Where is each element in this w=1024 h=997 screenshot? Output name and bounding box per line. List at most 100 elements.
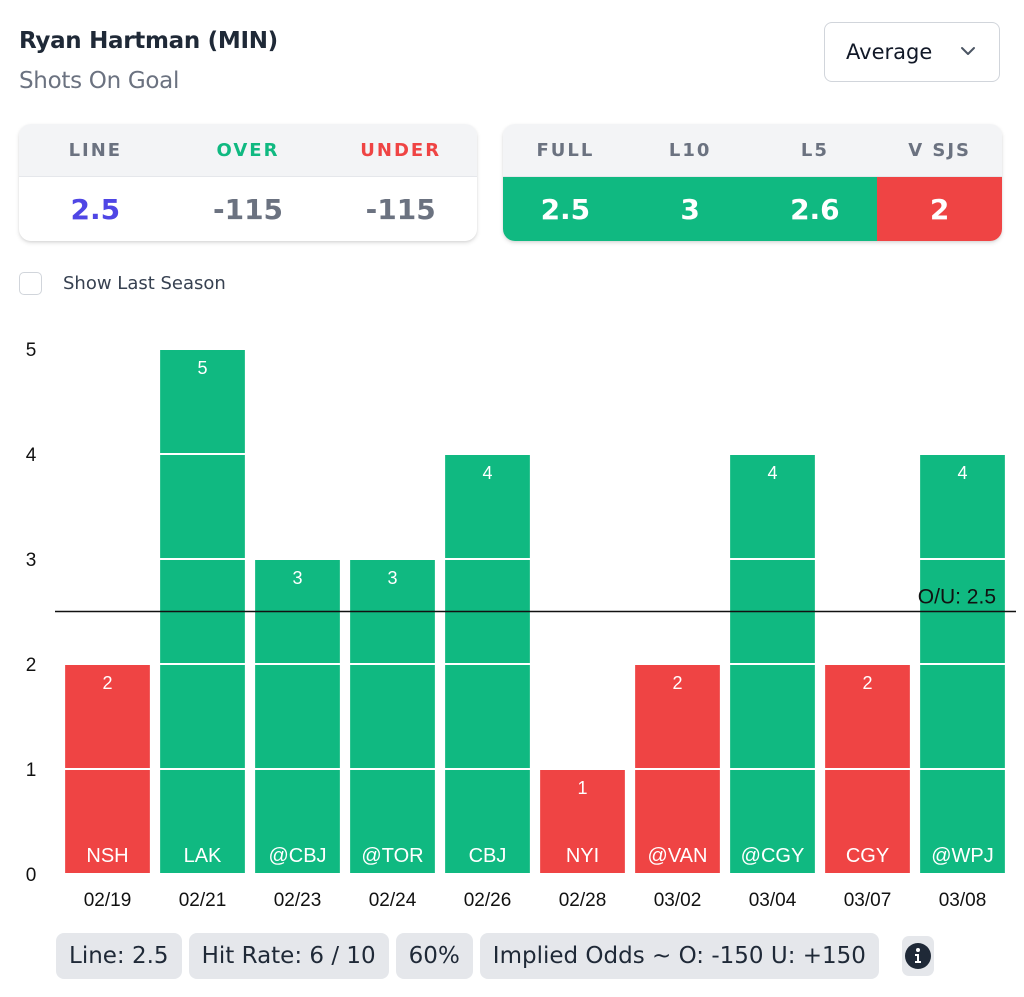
bar-value-label: 5: [197, 358, 207, 378]
over-under-label: O/U: 2.5: [918, 586, 996, 609]
bar-group[interactable]: 2 @VAN: [634, 663, 721, 875]
bar-segment: [920, 770, 1005, 873]
bar-segment: [635, 770, 720, 873]
avg-vs-opponent-value: 2: [877, 177, 1002, 241]
x-axis: 02/19 02/21 02/23 02/24 02/26 02/28 03/02 03/04…: [84, 890, 987, 911]
line-chip: Line: 2.5: [56, 933, 182, 979]
show-last-season-checkbox[interactable]: [19, 272, 42, 295]
avg-l5-value: 2.6: [752, 177, 878, 241]
under-odds-value: -115: [365, 192, 436, 226]
bar-segment: [160, 770, 245, 873]
bar: [919, 453, 1006, 875]
aggregation-dropdown[interactable]: Average: [824, 22, 1000, 82]
bar-segment: [730, 770, 815, 873]
bar-segment: [65, 665, 150, 768]
summary-chips: Line: 2.5 Hit Rate: 6 / 10 60% Implied O…: [56, 933, 934, 979]
x-tick-label: 03/02: [654, 890, 702, 911]
avg-l10-value: 3: [627, 177, 753, 241]
bar-opponent-label: NYI: [566, 845, 599, 867]
bar-segment: [730, 665, 815, 768]
bar-segment: [540, 770, 625, 873]
bar-value-label: 3: [292, 568, 302, 588]
bar: [634, 663, 721, 875]
bar-group[interactable]: 3 @CBJ: [254, 558, 341, 875]
bar-segment: [445, 770, 530, 873]
x-tick-label: 03/07: [844, 890, 892, 911]
averages-card: FULL L10 L5 V SJS 2.5 3 2.6 2: [503, 124, 1002, 241]
chevron-down-icon: [961, 47, 975, 55]
bar-group[interactable]: 4 @WPJ: [919, 453, 1006, 875]
avg-header-l5: L5: [800, 139, 829, 161]
y-tick-label: 3: [26, 550, 37, 571]
show-last-season-toggle[interactable]: Show Last Season: [19, 272, 226, 295]
y-tick-label: 4: [26, 445, 37, 466]
bar-segment: [255, 665, 340, 768]
y-tick-label: 0: [26, 865, 37, 886]
bar: [64, 663, 151, 875]
bar-segment: [825, 770, 910, 873]
over-under-line: O/U: 2.5: [55, 586, 1016, 613]
x-tick-label: 02/23: [274, 890, 322, 911]
odds-header-under: UNDER: [360, 139, 442, 161]
x-tick-label: 02/24: [369, 890, 417, 911]
bars: 2 NSH 5 LAK 3 @CBJ 3 @TOR 4 CBJ 1 NYI 2 @VAN 4 @CGY 2 CGY…: [64, 348, 1006, 875]
bar-group[interactable]: 2 NSH: [64, 663, 151, 875]
x-tick-label: 02/19: [84, 890, 132, 911]
y-tick-label: 5: [26, 340, 37, 361]
x-tick-label: 02/28: [559, 890, 607, 911]
bar-opponent-label: CGY: [846, 845, 889, 867]
info-icon: [904, 943, 931, 969]
bar-opponent-label: CBJ: [469, 845, 507, 867]
dropdown-selected-value: Average: [846, 40, 933, 64]
hit-percent-chip: 60%: [395, 933, 473, 979]
bar-segment: [920, 665, 1005, 768]
shots-bar-chart: 0 1 2 3 4 5 2 NSH 5 LAK 3 @CBJ 3 @TOR 4 CBJ 1 NYI 2 @VAN 4 @…: [26, 340, 1016, 911]
bar-opponent-label: @TOR: [361, 845, 423, 867]
bar-value-label: 4: [957, 463, 967, 483]
bar-segment: [65, 770, 150, 873]
bar-group[interactable]: 3 @TOR: [349, 558, 436, 875]
avg-header-l10: L10: [668, 139, 712, 161]
bar-value-label: 2: [862, 673, 872, 693]
bar-segment: [350, 665, 435, 768]
bar-segment: [445, 455, 530, 558]
bar-value-label: 3: [387, 568, 397, 588]
implied-odds-chip: Implied Odds ~ O: -150 U: +150: [479, 933, 879, 979]
bar: [444, 453, 531, 875]
bar-group[interactable]: 2 CGY: [824, 663, 911, 875]
x-tick-label: 03/08: [939, 890, 987, 911]
stat-type: Shots On Goal: [19, 68, 180, 94]
avg-full-value: 2.5: [503, 177, 628, 241]
info-button[interactable]: [901, 936, 934, 976]
bar-segment: [920, 455, 1005, 558]
bar-segment: [635, 665, 720, 768]
bar-value-label: 2: [102, 673, 112, 693]
bar-segment: [730, 455, 815, 558]
bar-opponent-label: @CGY: [741, 845, 805, 867]
over-odds-value: -115: [212, 192, 284, 226]
odds-card: LINE OVER UNDER 2.5 -115 -115: [19, 124, 477, 241]
hit-rate-chip: Hit Rate: 6 / 10: [188, 933, 389, 979]
bar-segment: [445, 665, 530, 768]
bar-group[interactable]: 5 LAK: [159, 348, 246, 875]
y-tick-label: 1: [26, 760, 37, 781]
bar-value-label: 4: [767, 463, 777, 483]
bar-opponent-label: NSH: [86, 845, 128, 867]
player-name: Ryan Hartman (MIN): [19, 28, 278, 54]
bar-segment: [255, 770, 340, 873]
bar-group[interactable]: 4 CBJ: [444, 453, 531, 875]
odds-header-over: OVER: [216, 139, 280, 161]
bar-group[interactable]: 4 @CGY: [729, 453, 816, 875]
bar: [729, 453, 816, 875]
bar-segment: [825, 665, 910, 768]
bar-group[interactable]: 1 NYI: [539, 768, 626, 875]
bar: [254, 558, 341, 875]
show-last-season-label: Show Last Season: [63, 273, 226, 294]
odds-header-line: LINE: [68, 139, 123, 161]
bar-segment: [350, 770, 435, 873]
line-value: 2.5: [70, 192, 121, 226]
avg-header-full: FULL: [536, 139, 595, 161]
y-axis: 0 1 2 3 4 5: [26, 340, 37, 886]
x-tick-label: 02/21: [179, 890, 227, 911]
x-tick-label: 02/26: [464, 890, 512, 911]
